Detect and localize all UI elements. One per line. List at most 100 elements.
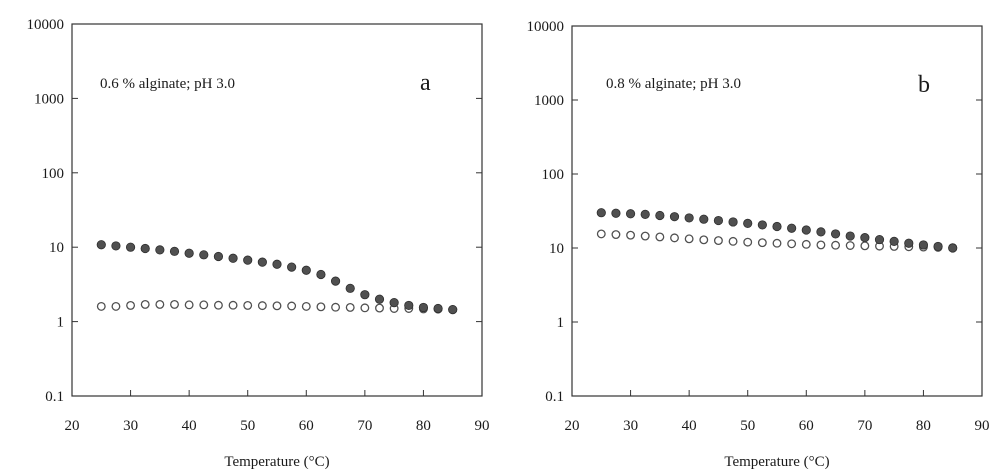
x-tick-label: 20 — [65, 418, 80, 434]
open-data-point — [787, 239, 797, 249]
filled-data-point — [96, 240, 106, 250]
open-data-point — [272, 301, 282, 311]
y-tick-label: 1 — [57, 315, 65, 331]
panel-letter: b — [918, 72, 930, 98]
filled-data-point — [125, 242, 136, 252]
filled-data-point — [699, 214, 709, 224]
x-tick-label: 90 — [475, 418, 490, 434]
open-data-point — [684, 234, 694, 244]
open-data-point — [96, 301, 106, 311]
filled-data-point — [213, 251, 224, 262]
open-data-point — [596, 229, 606, 239]
open-data-point — [670, 233, 679, 243]
y-tick-label: 10000 — [527, 19, 565, 35]
open-data-point — [345, 302, 355, 312]
filled-data-point — [330, 276, 341, 286]
y-tick-label: 100 — [42, 166, 65, 182]
open-data-point — [257, 301, 267, 311]
x-tick-label: 20 — [565, 418, 580, 434]
x-tick-label: 70 — [857, 418, 872, 434]
panel-letter: a — [420, 70, 431, 96]
open-data-point — [111, 301, 121, 311]
x-tick-label: 30 — [123, 418, 138, 434]
y-tick-label: 1 — [557, 315, 565, 331]
filled-data-point — [669, 212, 680, 222]
filled-data-point — [918, 240, 929, 250]
filled-data-point — [301, 265, 311, 275]
filled-data-point — [404, 300, 414, 311]
filled-data-point — [816, 227, 826, 237]
x-tick-label: 30 — [623, 418, 638, 434]
filled-data-point — [640, 209, 650, 219]
filled-data-point — [243, 255, 253, 265]
x-tick-label: 50 — [740, 418, 755, 434]
open-data-point — [375, 303, 384, 313]
open-data-point — [611, 230, 621, 239]
filled-data-point — [448, 304, 458, 315]
y-tick-label: 10000 — [27, 17, 65, 33]
filled-data-point — [316, 269, 326, 280]
filled-data-point — [272, 259, 282, 269]
open-data-point — [287, 301, 297, 311]
open-data-point — [728, 236, 738, 246]
filled-data-point — [933, 241, 943, 252]
x-axis-label: Temperature (°C) — [224, 454, 329, 470]
plot-frame — [571, 25, 983, 397]
open-data-point — [360, 303, 370, 313]
filled-data-point — [155, 245, 165, 255]
x-axis-label: Temperature (°C) — [724, 454, 829, 470]
filled-data-point — [199, 250, 209, 260]
filled-data-point — [374, 294, 385, 304]
axis-ticks: 20 30 40 50 60 70 80 90 0.1 1 10 100 1000 10000 — [27, 17, 490, 434]
open-data-point — [757, 238, 767, 248]
open-data-point — [699, 235, 709, 245]
filled-data-point — [743, 218, 753, 228]
open-data-point — [126, 300, 136, 310]
filled-data-point — [596, 208, 606, 218]
open-data-point — [845, 241, 855, 250]
x-tick-label: 80 — [416, 418, 431, 434]
filled-data-point — [287, 262, 297, 272]
x-tick-label: 70 — [357, 418, 372, 434]
filled-data-point — [904, 238, 914, 248]
open-data-point — [831, 240, 841, 250]
open-data-point — [860, 241, 870, 251]
open-data-point — [301, 301, 311, 311]
filled-data-point — [389, 298, 399, 308]
filled-data-point — [948, 243, 958, 253]
axis-ticks: 20 30 40 50 60 70 80 90 0.1 1 10 100 1000 10000 — [527, 19, 990, 434]
filled-data-point — [757, 220, 767, 230]
filled-data-point — [111, 241, 121, 251]
open-data-point — [331, 302, 341, 312]
filled-data-point — [140, 243, 150, 254]
x-tick-label: 80 — [916, 418, 931, 434]
open-data-point — [228, 300, 238, 310]
open-data-point — [772, 238, 782, 248]
filled-data-point — [728, 217, 738, 227]
open-data-point — [243, 300, 253, 310]
x-tick-label: 90 — [975, 418, 990, 434]
filled-data-point — [845, 231, 855, 241]
data-marks — [96, 240, 458, 315]
filled-data-point — [860, 233, 870, 243]
open-data-point — [801, 239, 811, 249]
x-tick-label: 40 — [682, 418, 697, 434]
panel-b: 20 30 40 50 60 70 80 90 0.1 1 10 100 1000 10000 0.8 %… — [527, 19, 990, 470]
open-data-point — [713, 236, 723, 246]
filled-data-point — [874, 234, 885, 245]
x-tick-label: 40 — [182, 418, 197, 434]
filled-data-point — [713, 215, 724, 226]
filled-data-point — [889, 236, 899, 246]
filled-data-point — [801, 225, 811, 235]
panel-annotation: 0.6 % alginate; pH 3.0 — [100, 76, 235, 92]
filled-data-point — [655, 210, 665, 221]
filled-data-point — [433, 303, 443, 314]
plot-frame — [71, 23, 483, 397]
open-data-point — [626, 230, 636, 240]
filled-data-point — [684, 213, 694, 223]
open-data-point — [816, 240, 826, 250]
y-tick-label: 100 — [542, 167, 565, 183]
filled-data-point — [625, 209, 636, 219]
open-data-point — [170, 300, 179, 309]
open-data-point — [640, 231, 650, 241]
